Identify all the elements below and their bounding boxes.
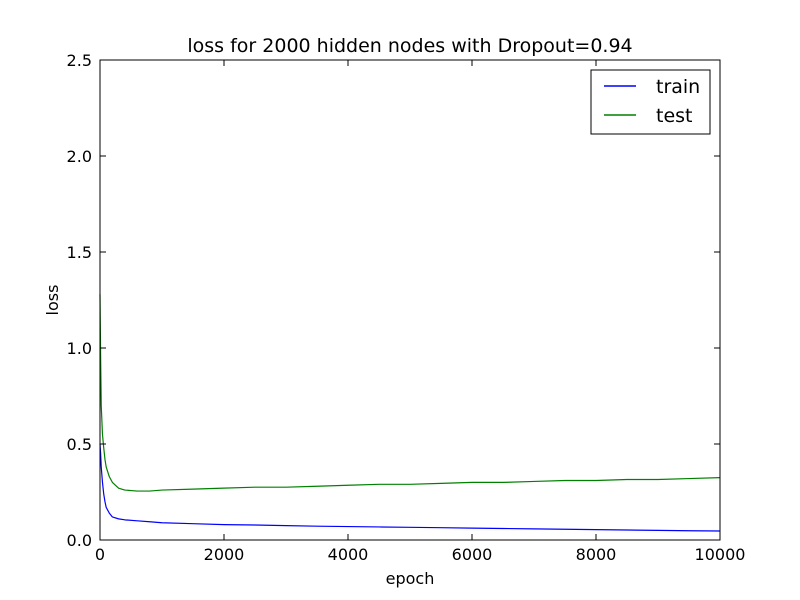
y-tick-label: 2.0	[67, 147, 92, 166]
legend-label-train: train	[656, 76, 700, 98]
y-axis: 0.0 0.5 1.0 1.5 2.0 2.5	[67, 51, 720, 550]
y-tick-label: 0.0	[67, 531, 92, 550]
x-tick-label: 4000	[328, 545, 369, 564]
legend-label-test: test	[656, 105, 693, 127]
series-line-train	[99, 443, 721, 532]
legend-frame	[590, 69, 711, 135]
x-tick-label: 10000	[695, 545, 746, 564]
y-tick-label: 1.5	[67, 243, 92, 262]
x-tick-label: 2000	[204, 545, 245, 564]
chart-title: loss for 2000 hidden nodes with Dropout=…	[187, 35, 632, 57]
x-tick-label: 6000	[452, 545, 493, 564]
y-tick-label: 0.5	[67, 435, 92, 454]
plot-frame	[99, 59, 721, 541]
x-tick-label: 0	[95, 545, 105, 564]
x-tick-label: 8000	[576, 545, 617, 564]
y-axis-label: loss	[43, 285, 62, 316]
x-axis-label: epoch	[386, 569, 435, 588]
y-tick-label: 2.5	[67, 51, 92, 70]
x-axis: 0 2000 4000 6000 8000 10000	[95, 60, 746, 564]
series-layer	[99, 294, 721, 532]
y-tick-label: 1.0	[67, 339, 92, 358]
series-line-test	[99, 294, 721, 492]
legend: train test	[590, 69, 711, 135]
